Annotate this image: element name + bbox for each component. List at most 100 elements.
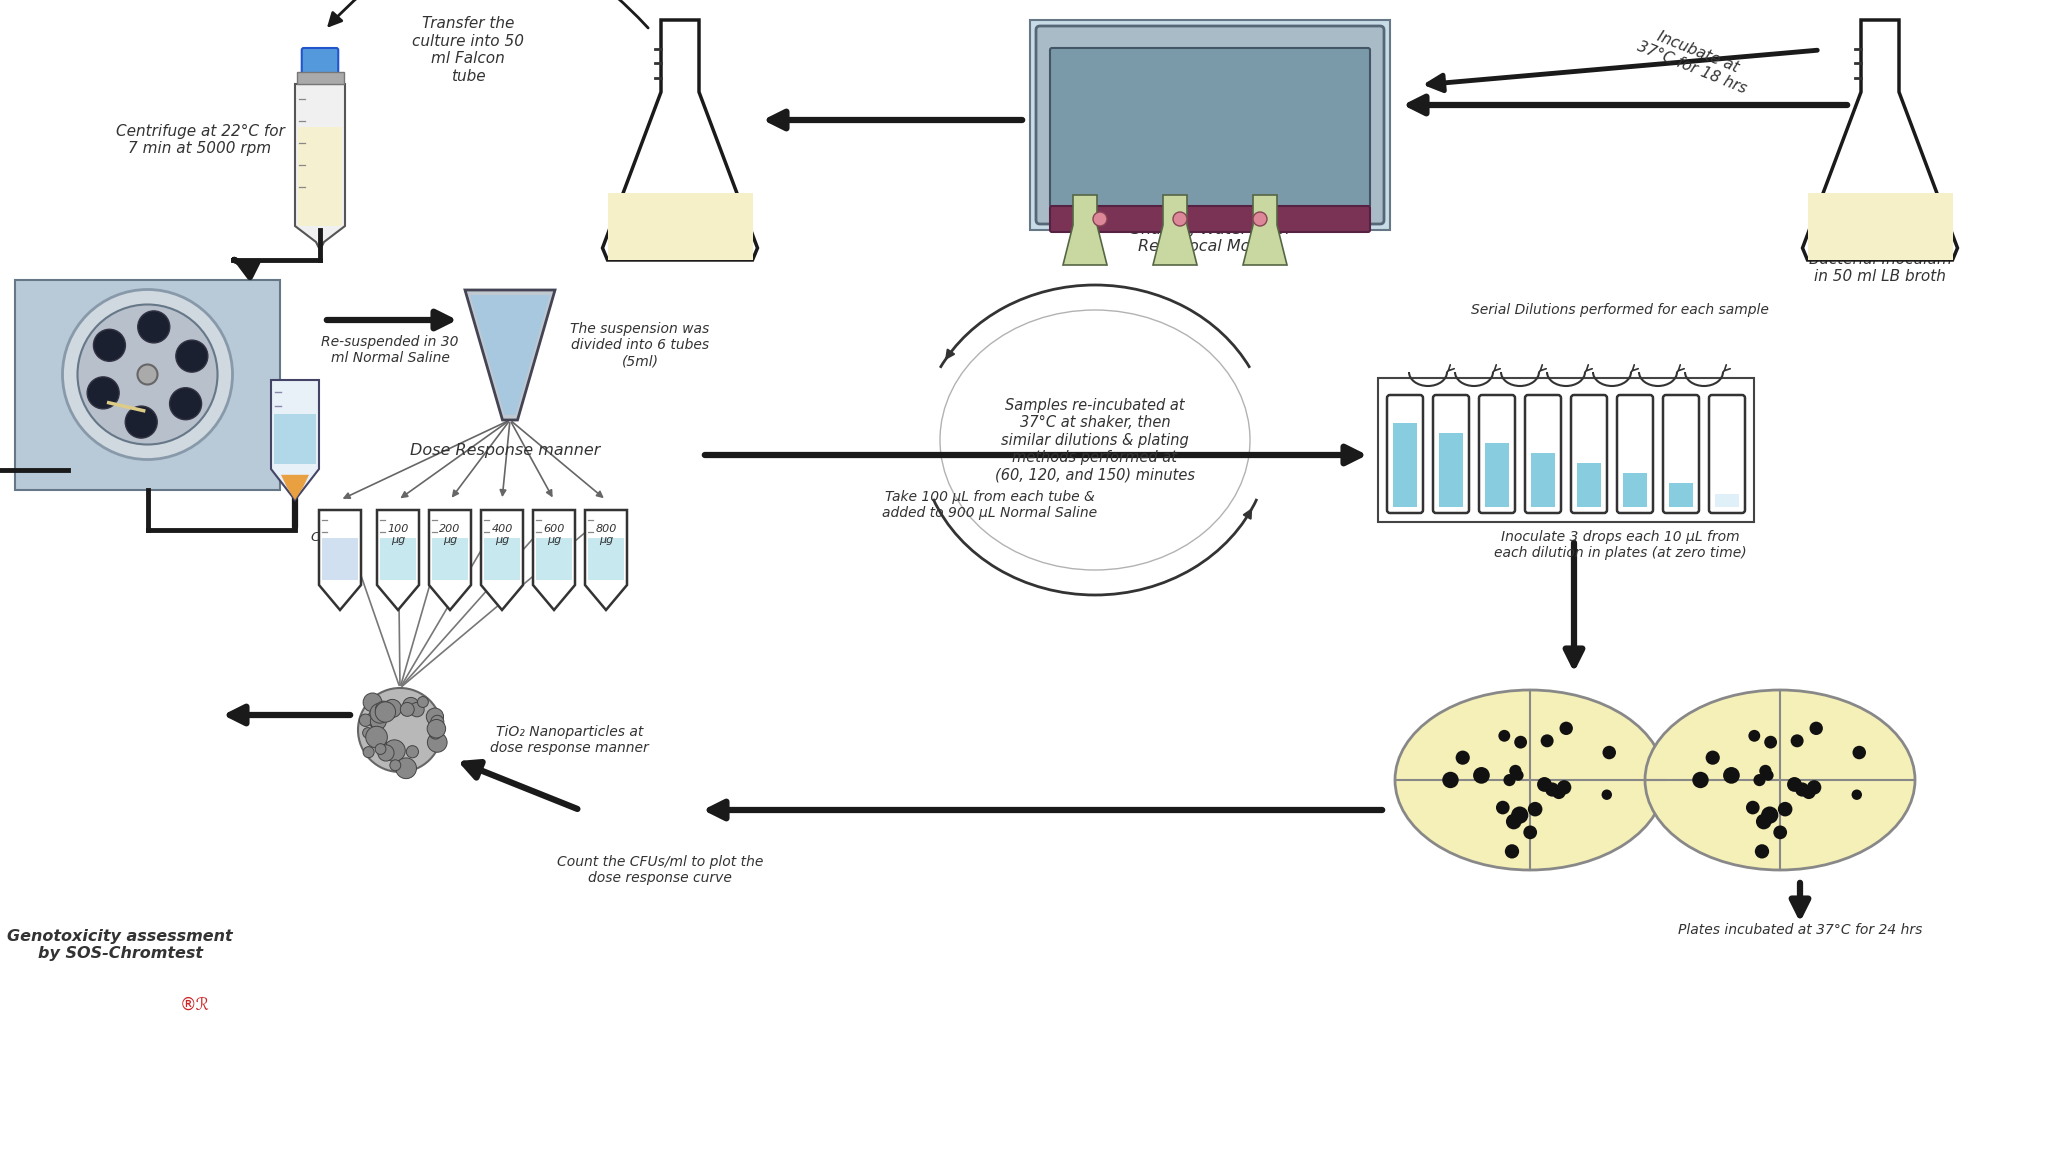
Polygon shape xyxy=(1063,195,1108,265)
Polygon shape xyxy=(588,538,625,579)
Circle shape xyxy=(1761,806,1778,824)
Ellipse shape xyxy=(1645,690,1915,870)
Polygon shape xyxy=(381,538,416,579)
Text: TiO₂ Nanoparticles at
dose response manner: TiO₂ Nanoparticles at dose response mann… xyxy=(489,725,649,755)
Circle shape xyxy=(1790,734,1804,748)
Circle shape xyxy=(395,758,416,779)
Circle shape xyxy=(1851,789,1862,799)
FancyBboxPatch shape xyxy=(1526,395,1561,513)
Circle shape xyxy=(1456,751,1470,765)
Circle shape xyxy=(1755,813,1772,829)
Text: 100
μg: 100 μg xyxy=(387,524,410,545)
Circle shape xyxy=(375,740,387,751)
FancyBboxPatch shape xyxy=(1708,395,1745,513)
FancyBboxPatch shape xyxy=(301,48,338,74)
Circle shape xyxy=(403,697,420,714)
Circle shape xyxy=(1495,801,1509,814)
Text: Re-suspended in 30
ml Normal Saline: Re-suspended in 30 ml Normal Saline xyxy=(322,335,459,365)
Circle shape xyxy=(1802,786,1817,799)
Ellipse shape xyxy=(940,310,1249,570)
FancyBboxPatch shape xyxy=(1663,395,1700,513)
Circle shape xyxy=(371,703,389,723)
Circle shape xyxy=(1538,778,1552,791)
Circle shape xyxy=(1513,736,1528,749)
Text: Samples re-incubated at
37°C at shaker, then
similar dilutions & plating
methods: Samples re-incubated at 37°C at shaker, … xyxy=(995,397,1194,483)
Circle shape xyxy=(426,708,444,726)
Circle shape xyxy=(1796,782,1808,797)
Text: ®ℛ: ®ℛ xyxy=(180,996,211,1014)
Text: Bacterial Inoculum
in 50 ml LB broth: Bacterial Inoculum in 50 ml LB broth xyxy=(1808,252,1952,285)
Circle shape xyxy=(1759,765,1772,778)
Circle shape xyxy=(1540,734,1554,748)
Text: Serial Dilutions performed for each sample: Serial Dilutions performed for each samp… xyxy=(1470,303,1769,317)
Circle shape xyxy=(1763,736,1778,749)
FancyBboxPatch shape xyxy=(1386,395,1423,513)
Polygon shape xyxy=(270,380,319,500)
Polygon shape xyxy=(281,475,309,500)
Text: Centrifuge at 22°C for
7 min at 5000 rpm: Centrifuge at 22°C for 7 min at 5000 rpm xyxy=(115,123,285,157)
Text: Neg-
Control: Neg- Control xyxy=(311,516,358,544)
Circle shape xyxy=(1602,745,1616,759)
Circle shape xyxy=(1505,813,1522,829)
Circle shape xyxy=(1442,772,1458,788)
Circle shape xyxy=(1692,772,1708,788)
FancyBboxPatch shape xyxy=(1571,395,1608,513)
Polygon shape xyxy=(322,538,358,579)
Circle shape xyxy=(94,329,125,362)
Polygon shape xyxy=(432,538,469,579)
Text: 600
μg: 600 μg xyxy=(543,524,565,545)
Circle shape xyxy=(358,714,373,727)
Polygon shape xyxy=(1153,195,1196,265)
Circle shape xyxy=(1552,786,1565,799)
Circle shape xyxy=(1778,802,1792,817)
Circle shape xyxy=(358,688,442,772)
Bar xyxy=(1622,473,1647,507)
Polygon shape xyxy=(1808,192,1952,260)
Polygon shape xyxy=(1243,195,1286,265)
Bar xyxy=(1485,444,1509,507)
Circle shape xyxy=(1513,770,1524,781)
Circle shape xyxy=(1722,767,1741,783)
Polygon shape xyxy=(377,510,420,611)
Circle shape xyxy=(375,744,385,755)
Bar xyxy=(1532,453,1554,507)
Circle shape xyxy=(377,745,393,761)
Bar xyxy=(1669,484,1694,507)
Circle shape xyxy=(383,699,401,718)
Circle shape xyxy=(399,703,414,717)
FancyBboxPatch shape xyxy=(1378,378,1753,522)
Circle shape xyxy=(375,738,387,750)
Circle shape xyxy=(78,304,217,445)
Bar xyxy=(297,71,344,84)
Circle shape xyxy=(1763,770,1774,781)
Circle shape xyxy=(1503,774,1516,786)
Circle shape xyxy=(1524,826,1538,839)
Text: Shaking Water-Bath
Reciprocal Motion: Shaking Water-Bath Reciprocal Motion xyxy=(1130,222,1290,255)
Text: Inoculate 3 drops each 10 μL from
each dilution in plates (at zero time): Inoculate 3 drops each 10 μL from each d… xyxy=(1493,530,1747,560)
Circle shape xyxy=(430,715,444,728)
Text: Plates incubated at 37°C for 24 hrs: Plates incubated at 37°C for 24 hrs xyxy=(1677,923,1923,937)
Circle shape xyxy=(125,407,158,438)
Polygon shape xyxy=(532,510,575,611)
Polygon shape xyxy=(428,510,471,611)
Circle shape xyxy=(1749,730,1759,742)
Polygon shape xyxy=(608,192,752,260)
Polygon shape xyxy=(295,84,344,250)
Text: Take 100 μL from each tube &
added to 900 μL Normal Saline: Take 100 μL from each tube & added to 90… xyxy=(883,490,1098,520)
Bar xyxy=(1714,493,1739,507)
Circle shape xyxy=(88,377,119,409)
Circle shape xyxy=(375,702,391,718)
Polygon shape xyxy=(319,510,360,611)
Circle shape xyxy=(1806,780,1821,795)
Circle shape xyxy=(428,720,446,738)
Text: 800
μg: 800 μg xyxy=(596,524,616,545)
Text: Transfer the
culture into 50
ml Falcon
tube: Transfer the culture into 50 ml Falcon t… xyxy=(412,16,524,84)
Polygon shape xyxy=(586,510,627,611)
Circle shape xyxy=(1747,801,1759,814)
Polygon shape xyxy=(537,538,571,579)
Text: Genotoxicity assessment
by SOS-Chromtest: Genotoxicity assessment by SOS-Chromtest xyxy=(8,929,233,961)
Circle shape xyxy=(1509,765,1522,778)
Circle shape xyxy=(389,760,401,771)
Ellipse shape xyxy=(1395,690,1665,870)
Circle shape xyxy=(367,726,387,748)
